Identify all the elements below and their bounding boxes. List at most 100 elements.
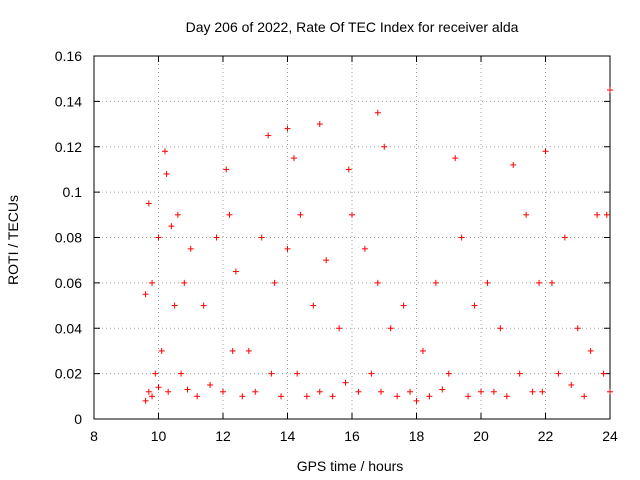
data-point — [284, 245, 291, 252]
data-point — [426, 393, 433, 400]
data-point — [603, 211, 610, 218]
data-point — [432, 279, 439, 286]
data-point — [490, 388, 497, 395]
data-point — [213, 234, 220, 241]
data-point — [413, 397, 420, 404]
y-tick-labels: 0 0.02 0.04 0.06 0.08 0.1 0.12 0.14 0.16 — [55, 48, 82, 427]
y-tick-label: 0.16 — [55, 48, 82, 64]
data-point — [194, 393, 201, 400]
data-point — [581, 393, 588, 400]
data-point — [187, 245, 194, 252]
data-point — [297, 211, 304, 218]
data-point — [497, 325, 504, 332]
data-point — [303, 393, 310, 400]
data-point — [555, 370, 562, 377]
data-point — [268, 370, 275, 377]
data-point — [158, 347, 165, 354]
y-tick-label: 0.08 — [55, 230, 82, 246]
x-tick-label: 18 — [409, 428, 425, 444]
data-point — [465, 393, 472, 400]
data-point — [239, 393, 246, 400]
data-point — [355, 388, 362, 395]
data-point — [523, 211, 530, 218]
y-tick-label: 0 — [74, 411, 82, 427]
data-point — [361, 245, 368, 252]
data-point — [587, 347, 594, 354]
data-point — [381, 143, 388, 150]
y-tick-label: 0.1 — [63, 184, 83, 200]
data-point — [329, 393, 336, 400]
data-point — [310, 302, 317, 309]
data-point — [229, 347, 236, 354]
data-point — [226, 211, 233, 218]
data-point — [207, 381, 214, 388]
data-point — [220, 388, 226, 395]
data-point — [336, 325, 343, 332]
data-point — [245, 347, 252, 354]
data-point — [400, 302, 407, 309]
data-point — [574, 325, 581, 332]
data-point — [607, 87, 613, 94]
data-point — [152, 370, 159, 377]
data-point — [548, 279, 555, 286]
data-point — [149, 279, 156, 286]
data-point — [258, 234, 265, 241]
data-point — [478, 388, 484, 395]
x-tick-labels: 8 10 12 14 16 18 20 22 24 — [90, 428, 618, 444]
y-tick-label: 0.04 — [55, 320, 82, 336]
y-tick-label: 0.14 — [55, 93, 82, 109]
data-point — [223, 166, 230, 173]
data-point — [452, 155, 459, 162]
data-point — [323, 257, 330, 264]
data-point — [278, 393, 285, 400]
data-point — [407, 388, 414, 395]
y-tick-label: 0.12 — [55, 139, 82, 155]
x-tick-label: 10 — [151, 428, 167, 444]
data-point — [163, 170, 170, 177]
data-point — [271, 279, 278, 286]
data-point — [316, 388, 323, 395]
x-tick-label: 22 — [538, 428, 554, 444]
data-point — [378, 388, 385, 395]
data-point — [265, 132, 272, 139]
data-point — [178, 370, 185, 377]
data-point — [600, 370, 607, 377]
data-point — [374, 109, 381, 116]
data-point — [174, 211, 181, 218]
data-point — [458, 234, 465, 241]
data-point — [510, 161, 517, 168]
data-point — [503, 393, 510, 400]
data-point — [539, 388, 546, 395]
data-point — [439, 386, 446, 393]
x-tick-label: 16 — [344, 428, 360, 444]
data-point — [516, 370, 523, 377]
x-tick-label: 8 — [90, 428, 98, 444]
data-point — [484, 279, 491, 286]
data-point — [165, 388, 172, 395]
data-point — [200, 302, 207, 309]
data-point — [542, 148, 549, 155]
y-tick-label: 0.06 — [55, 275, 82, 291]
data-point — [342, 379, 349, 386]
data-point — [594, 211, 601, 218]
axis-ticks — [93, 55, 611, 420]
y-tick-label: 0.02 — [55, 366, 82, 382]
data-point — [155, 384, 162, 391]
data-point — [232, 268, 239, 275]
data-point — [387, 325, 394, 332]
data-point — [145, 388, 152, 395]
data-point — [161, 148, 168, 155]
data-point — [568, 381, 575, 388]
data-point — [316, 121, 323, 128]
data-point — [149, 393, 156, 400]
x-tick-label: 24 — [602, 428, 618, 444]
data-point — [374, 279, 381, 286]
data-point — [181, 279, 188, 286]
data-point — [368, 370, 375, 377]
data-point — [290, 155, 297, 162]
grid-lines — [94, 56, 610, 419]
data-point — [294, 370, 301, 377]
data-point — [394, 393, 401, 400]
chart-title: Day 206 of 2022, Rate Of TEC Index for r… — [186, 19, 519, 35]
